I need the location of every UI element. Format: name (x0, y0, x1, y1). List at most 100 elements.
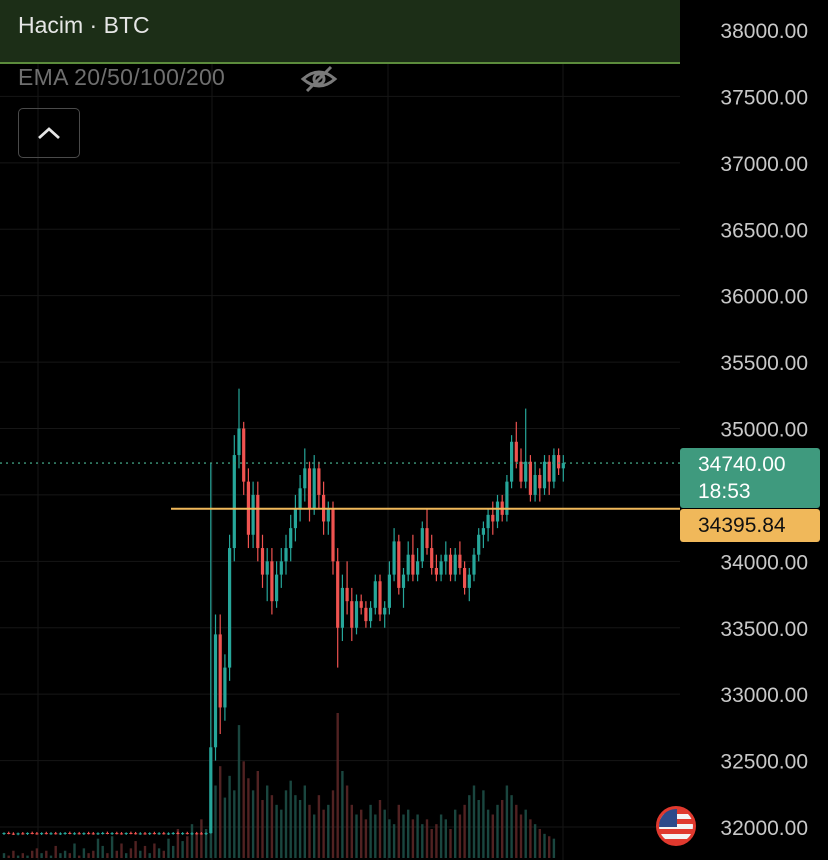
candle-body (383, 607, 387, 615)
volume-bar (472, 785, 476, 858)
volume-bar (96, 838, 100, 858)
ema-indicator-label[interactable]: EMA 20/50/100/200 (18, 64, 226, 90)
volume-bar (233, 790, 236, 858)
candle-body (25, 832, 30, 834)
eye-off-icon[interactable] (300, 64, 338, 94)
volume-bar (101, 845, 104, 858)
volume-bar (214, 785, 217, 858)
y-tick-label: 34000.00 (720, 551, 808, 574)
candle-body (486, 514, 490, 529)
volume-bar (510, 795, 513, 858)
candle-body (505, 481, 509, 515)
volume-bar (355, 814, 358, 858)
volume-bar (204, 829, 208, 858)
candle-body (68, 832, 72, 834)
candle-body (185, 833, 189, 835)
candle-body (124, 832, 128, 834)
candle-body (444, 554, 448, 562)
y-tick-label: 38000.00 (720, 20, 808, 43)
volume-bar (2, 853, 6, 858)
volume-bar (543, 833, 546, 858)
volume-bar (40, 853, 43, 858)
candle-body (21, 833, 25, 835)
volume-bar (425, 819, 429, 858)
volume-bar (294, 795, 297, 858)
volume-bar (284, 790, 288, 858)
us-flag-icon[interactable] (656, 806, 696, 846)
candle-body (58, 833, 62, 835)
volume-bar (110, 836, 114, 858)
volume-bar (501, 800, 504, 858)
candle-body (307, 468, 312, 509)
volume-bar (247, 778, 250, 858)
candle-body (176, 832, 180, 834)
candle-body (326, 508, 330, 522)
volume-bar (261, 800, 264, 858)
candle-body (354, 601, 359, 628)
candle-body (392, 541, 396, 575)
volume-bar (16, 855, 20, 858)
candle-body (2, 832, 6, 834)
volume-bar (378, 800, 382, 858)
y-tick-label: 37500.00 (720, 86, 808, 109)
candle-body (181, 833, 185, 835)
candle-body (481, 528, 485, 535)
volume-bar (491, 814, 494, 858)
candle-body (289, 528, 293, 549)
candle-body (157, 833, 161, 835)
volume-bar (49, 855, 53, 858)
candle-body (547, 461, 551, 482)
candle-body (213, 634, 218, 748)
volume-bar (45, 850, 48, 858)
candle-body (265, 561, 269, 575)
volume-bar (280, 809, 283, 858)
candle-body (378, 581, 382, 615)
candle-body (336, 561, 340, 628)
candle-body (223, 667, 227, 708)
candle-body (542, 461, 547, 489)
candle-body (49, 833, 53, 835)
collapse-button[interactable] (18, 108, 80, 158)
candle-body (397, 541, 401, 588)
candle-body (152, 833, 156, 835)
volume-bar (143, 845, 147, 858)
candle-body (237, 428, 241, 456)
candle-body (491, 514, 495, 522)
volume-bar (106, 853, 109, 858)
indicator-header[interactable]: Hacim · BTC (0, 0, 680, 64)
candle-body (143, 833, 147, 835)
candle-body (87, 833, 91, 835)
price-lines (0, 462, 680, 510)
candle-body (129, 832, 133, 834)
volume-bar (548, 836, 551, 858)
candle-body (63, 832, 67, 834)
volume-bar (92, 850, 95, 858)
y-tick-label: 36500.00 (720, 219, 808, 242)
candle-body (467, 574, 471, 588)
volume-bar (125, 853, 128, 858)
volume-bar (148, 853, 151, 858)
volume-bars (2, 713, 556, 858)
volume-bar (331, 790, 335, 858)
volume-bar (270, 795, 274, 858)
volume-bar (176, 829, 180, 858)
candle-body (82, 833, 86, 835)
volume-bar (7, 855, 10, 858)
volume-bar (186, 836, 189, 858)
candle-body (514, 441, 518, 462)
candle-body (373, 581, 377, 608)
current-price-value: 34740.00 (698, 453, 786, 476)
candle-body (110, 833, 114, 835)
candle-body (256, 494, 260, 549)
horizontal-line-price-badge: 34395.84 (680, 509, 820, 542)
candle-body (430, 548, 434, 568)
candle-body (228, 548, 232, 668)
volume-bar (515, 804, 518, 858)
volume-bar (21, 853, 24, 858)
candle-body (552, 455, 556, 482)
volume-bar (449, 829, 452, 858)
candle-body (439, 561, 443, 575)
candle-body (138, 833, 142, 835)
volume-bar (388, 819, 391, 858)
